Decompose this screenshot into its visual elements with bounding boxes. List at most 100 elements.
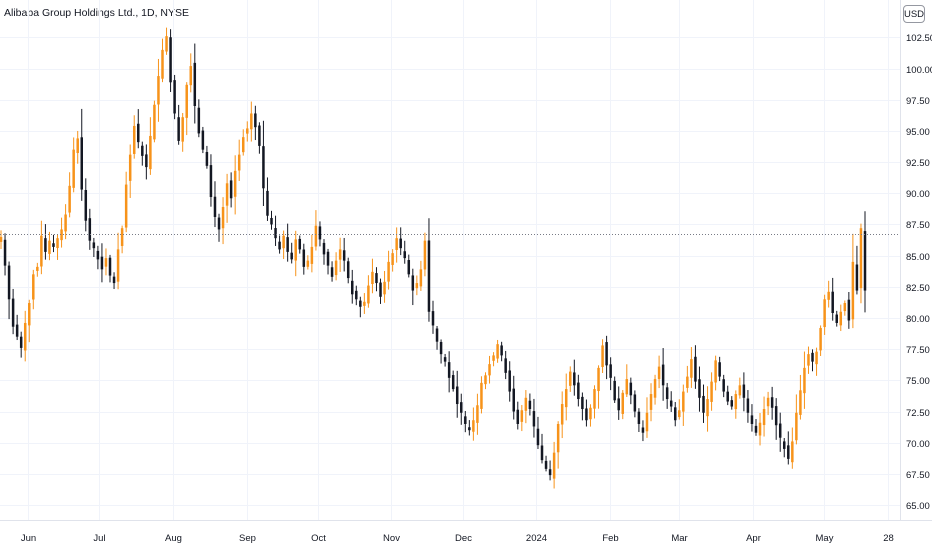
- candle: [722, 374, 725, 398]
- candle: [189, 53, 193, 93]
- candle: [815, 347, 818, 376]
- candle-body: [439, 341, 443, 355]
- time-axis: Jun Jul Aug Sep Oct Nov Dec 2024 Feb Mar Apr May 28: [21, 533, 894, 544]
- candle: [750, 404, 754, 432]
- candle-body: [730, 400, 734, 407]
- time-tick-label: Feb: [602, 533, 618, 544]
- candle: [613, 376, 616, 403]
- candle-body: [0, 236, 3, 242]
- candle-body: [359, 300, 362, 307]
- candle-body: [621, 392, 625, 414]
- candle-body: [536, 428, 540, 446]
- candle-body: [589, 407, 592, 420]
- candle-body: [290, 252, 293, 260]
- candle-body: [56, 238, 59, 249]
- candle: [851, 233, 855, 329]
- candle: [585, 399, 588, 427]
- candle-body: [84, 190, 88, 221]
- price-tick-label: 97.50: [906, 96, 930, 107]
- candle-body: [665, 387, 669, 400]
- candle-body: [225, 183, 229, 206]
- candle-body: [399, 238, 402, 249]
- candle: [266, 177, 269, 221]
- candle: [104, 248, 108, 276]
- candle: [391, 249, 394, 272]
- time-tick-label: 2024: [526, 533, 547, 544]
- candle: [334, 252, 338, 281]
- candle: [415, 275, 419, 296]
- candle: [657, 355, 661, 389]
- candle-body: [791, 441, 794, 463]
- candle-body: [128, 154, 132, 181]
- candle: [500, 341, 503, 362]
- candle: [653, 374, 657, 405]
- candle-body: [528, 400, 532, 410]
- candle: [548, 460, 552, 481]
- candle: [597, 365, 600, 409]
- currency-button[interactable]: USD: [903, 5, 925, 23]
- candle: [811, 349, 814, 372]
- candle-body: [649, 394, 653, 410]
- candle-body: [835, 314, 838, 323]
- candle-body: [141, 145, 144, 156]
- candle-body: [379, 282, 382, 297]
- candle: [44, 224, 47, 260]
- candle: [278, 235, 281, 254]
- candle-body: [100, 256, 104, 270]
- candle-body: [847, 299, 851, 321]
- candle-body: [468, 427, 471, 431]
- candle: [132, 115, 136, 159]
- candle-body: [274, 228, 277, 239]
- candle-body: [229, 180, 233, 199]
- candle-body: [60, 229, 63, 241]
- candle-body: [742, 384, 746, 398]
- candle-body: [351, 280, 354, 295]
- candle: [72, 137, 75, 193]
- candle: [161, 38, 164, 83]
- candle-body: [492, 355, 495, 361]
- candle-body: [774, 406, 778, 426]
- candle: [96, 245, 100, 270]
- candle-body: [48, 240, 51, 254]
- candle-body: [153, 104, 156, 140]
- candle-body: [569, 371, 572, 386]
- candle-body: [173, 80, 176, 114]
- candle-body: [124, 184, 128, 228]
- candle: [758, 413, 762, 446]
- candle-body: [278, 241, 281, 250]
- candle: [124, 171, 128, 233]
- candle: [371, 258, 374, 294]
- price-tick-label: 95.00: [906, 127, 930, 138]
- candle-body: [710, 381, 713, 402]
- price-tick-label: 70.00: [906, 439, 930, 450]
- candle-body: [653, 379, 657, 398]
- candle: [589, 404, 592, 427]
- candle-body: [221, 207, 225, 229]
- candle: [193, 43, 197, 124]
- candle: [520, 404, 524, 432]
- candle-body: [306, 260, 310, 267]
- candle: [476, 393, 479, 435]
- candle-body: [177, 117, 180, 141]
- candle-body: [233, 170, 237, 197]
- candle: [233, 155, 237, 215]
- candle-body: [209, 165, 213, 198]
- candle: [185, 82, 188, 136]
- candle-body: [811, 352, 814, 362]
- candle-body: [250, 113, 253, 130]
- candle-body: [7, 265, 11, 300]
- candle-body: [823, 299, 826, 328]
- candle: [28, 299, 31, 343]
- candle: [536, 416, 540, 449]
- candle-body: [455, 386, 459, 405]
- candle-body: [548, 469, 552, 476]
- candle: [524, 390, 528, 424]
- candle: [262, 120, 265, 207]
- time-tick-label: Oct: [311, 533, 326, 544]
- candle: [270, 210, 273, 230]
- chart-title: Alibaba Group Holdings Ltd., 1D, NYSE: [4, 7, 190, 19]
- candle: [714, 355, 717, 391]
- candle: [383, 270, 386, 303]
- candle: [573, 359, 576, 396]
